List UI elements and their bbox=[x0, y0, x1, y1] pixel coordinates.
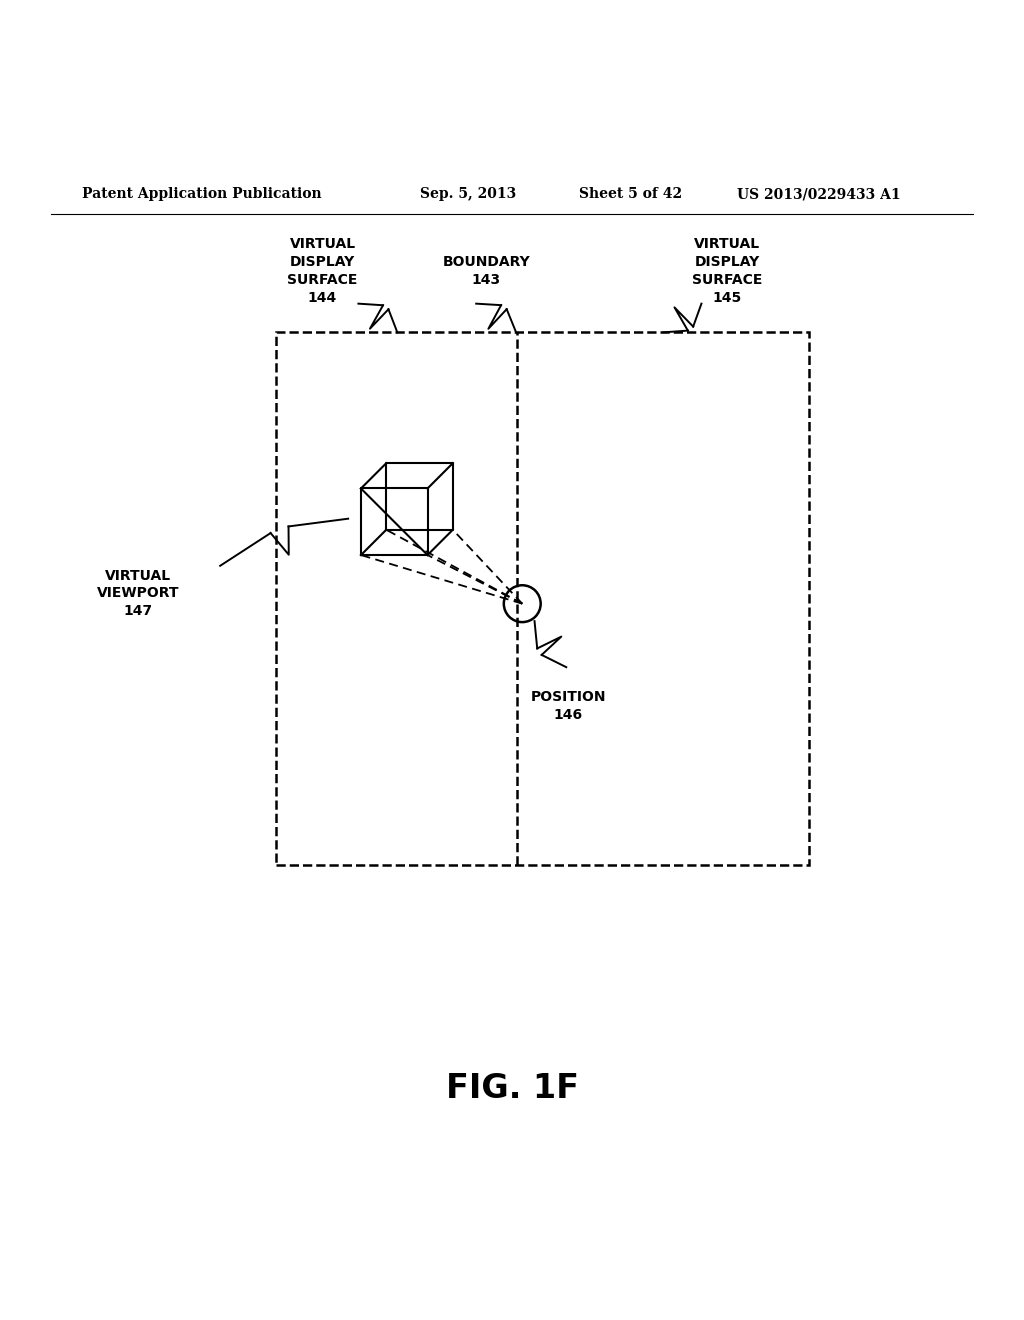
Text: VIRTUAL
DISPLAY
SURFACE
144: VIRTUAL DISPLAY SURFACE 144 bbox=[288, 238, 357, 305]
Text: VIRTUAL
VIEWPORT
147: VIRTUAL VIEWPORT 147 bbox=[97, 569, 179, 618]
Text: VIRTUAL
DISPLAY
SURFACE
145: VIRTUAL DISPLAY SURFACE 145 bbox=[692, 238, 762, 305]
Text: Sheet 5 of 42: Sheet 5 of 42 bbox=[579, 187, 682, 201]
Text: POSITION
146: POSITION 146 bbox=[530, 690, 606, 722]
Text: FIG. 1F: FIG. 1F bbox=[445, 1072, 579, 1105]
Text: Patent Application Publication: Patent Application Publication bbox=[82, 187, 322, 201]
Text: Sep. 5, 2013: Sep. 5, 2013 bbox=[420, 187, 516, 201]
Text: BOUNDARY
143: BOUNDARY 143 bbox=[442, 255, 530, 286]
Text: US 2013/0229433 A1: US 2013/0229433 A1 bbox=[737, 187, 901, 201]
